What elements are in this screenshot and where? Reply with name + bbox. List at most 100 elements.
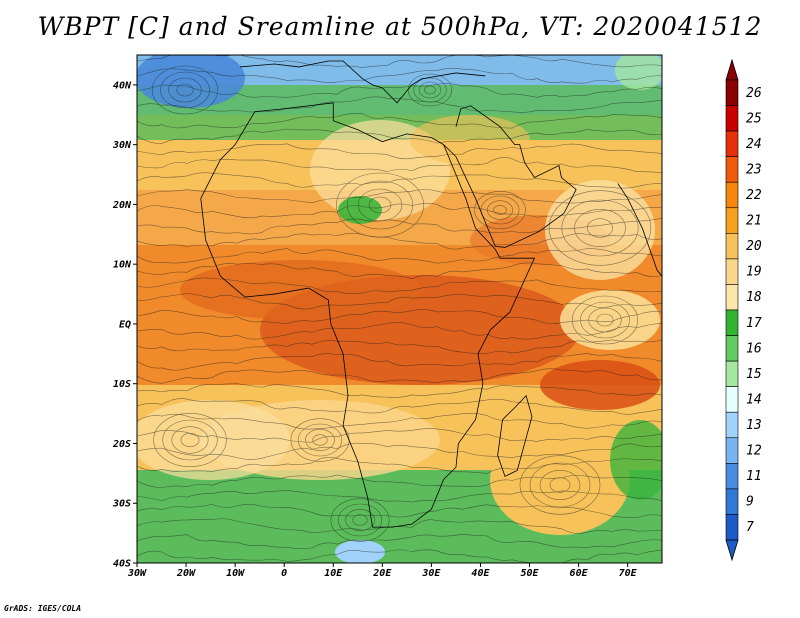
streamline <box>137 217 662 235</box>
x-tick-label: 60E <box>570 568 589 579</box>
credit-label: GrADS: IGES/COLA <box>4 604 82 613</box>
colorbar-segment <box>725 233 739 260</box>
streamline <box>137 292 662 310</box>
streamline <box>137 309 662 325</box>
streamline <box>137 518 662 534</box>
streamline <box>137 534 662 549</box>
streamline-vortex <box>580 301 630 339</box>
colorbar-label: 14 <box>746 392 762 407</box>
colorbar-top-arrow <box>725 58 739 81</box>
colorbar-segment <box>725 360 739 387</box>
colorbar-segment <box>725 284 739 311</box>
coastline-india <box>617 183 662 277</box>
streamline <box>137 262 662 280</box>
streamline <box>137 248 662 264</box>
colorbar-segment <box>725 335 739 362</box>
streamline-vortex <box>424 85 436 95</box>
x-tick-label: 40E <box>471 568 490 579</box>
streamline <box>137 322 662 340</box>
streamline-vortex <box>368 196 392 214</box>
colorbar-label: 7 <box>746 520 754 535</box>
streamline-vortex <box>151 65 219 115</box>
y-tick-label: 40S <box>113 559 131 570</box>
streamline-vortex <box>519 455 601 515</box>
streamline-vortex <box>312 434 328 446</box>
colorbar-label: 15 <box>746 367 762 382</box>
streamline-vortex <box>549 477 571 493</box>
streamline-vortex <box>346 180 414 230</box>
x-tick-label: 20W <box>176 568 196 579</box>
y-tick-label: 30N <box>112 140 132 151</box>
streamline <box>137 189 662 204</box>
x-tick-label: 70E <box>619 568 638 579</box>
streamline <box>137 143 662 160</box>
colorbar-bottom-arrow <box>725 539 739 562</box>
x-axis: 30W 20W 10W 0 10E 20E 30E 40E 50E 60E 70E <box>127 563 638 579</box>
colorbar-label: 25 <box>746 111 762 126</box>
streamline-vortex <box>180 433 200 447</box>
streamline-vortex <box>337 503 383 537</box>
colorbar-segment <box>725 411 739 439</box>
colorbar-label: 9 <box>746 495 754 510</box>
streamline-vortex <box>171 426 209 454</box>
streamline-vortex <box>588 307 622 333</box>
y-tick-label: 40N <box>113 80 132 91</box>
colorbar-label: 22 <box>746 188 762 203</box>
streamline-vortex <box>352 514 368 526</box>
streamline-vortex <box>596 313 614 327</box>
colorbar-segment <box>725 207 739 234</box>
streamline <box>137 67 662 84</box>
map-title: WBPT [C] and Sreamline at 500hPa, VT: 20… <box>37 12 763 41</box>
streamline-vortex <box>418 81 442 99</box>
y-tick-label: 20N <box>112 200 132 211</box>
y-tick-label: 30S <box>112 499 131 510</box>
streamline-vortex <box>529 462 591 508</box>
x-tick-label: 30E <box>421 568 441 579</box>
colorbar-segment <box>725 437 739 464</box>
streamline-vortex <box>305 429 335 451</box>
streamline-vortex <box>571 295 639 345</box>
streamline-vortex <box>561 199 639 257</box>
x-tick-label: 10W <box>226 568 245 579</box>
streamline <box>137 157 662 173</box>
streamline-vortex <box>486 200 514 220</box>
streamline <box>137 128 662 144</box>
colorbar-label: 24 <box>746 137 762 152</box>
streamline <box>137 113 662 129</box>
streamline-vortex <box>480 195 520 225</box>
streamline <box>137 353 662 371</box>
streamline-vortex <box>336 172 424 238</box>
streamline-vortex <box>407 73 453 107</box>
colorbar-segment <box>725 181 739 209</box>
x-tick-label: 30W <box>127 568 147 579</box>
coastline-madagascar <box>497 394 533 477</box>
streamline <box>137 383 662 398</box>
streamline-vortex <box>345 509 375 531</box>
x-tick-label: 20E <box>372 568 392 579</box>
streamline-vortex <box>413 77 447 103</box>
y-tick-label: EQ <box>119 319 131 330</box>
colorbar-label: 12 <box>746 444 762 459</box>
y-tick-label: 10N <box>113 260 132 271</box>
colorbar-label: 20 <box>746 239 762 254</box>
colorbar-segment <box>725 488 739 515</box>
streamline-vortex <box>297 423 343 457</box>
y-tick-label: 20S <box>112 439 131 450</box>
coastline-africa <box>200 102 536 528</box>
colorbar-label: 16 <box>746 341 762 356</box>
x-tick-label: 10E <box>324 568 343 579</box>
streamline-vortex <box>153 413 227 467</box>
x-tick-label: 0 <box>281 568 287 579</box>
wbpt-field <box>137 55 662 563</box>
streamline <box>137 413 662 430</box>
streamline-vortex <box>474 191 526 229</box>
streamline-vortex <box>574 209 626 247</box>
streamline-vortex <box>162 419 218 461</box>
streamline <box>137 339 662 355</box>
x-tick-label: 50E <box>520 568 539 579</box>
coastline-arabia <box>443 105 577 248</box>
colorbar-label: 26 <box>746 86 762 101</box>
streamline <box>137 277 662 295</box>
colorbar-segment <box>725 105 739 132</box>
